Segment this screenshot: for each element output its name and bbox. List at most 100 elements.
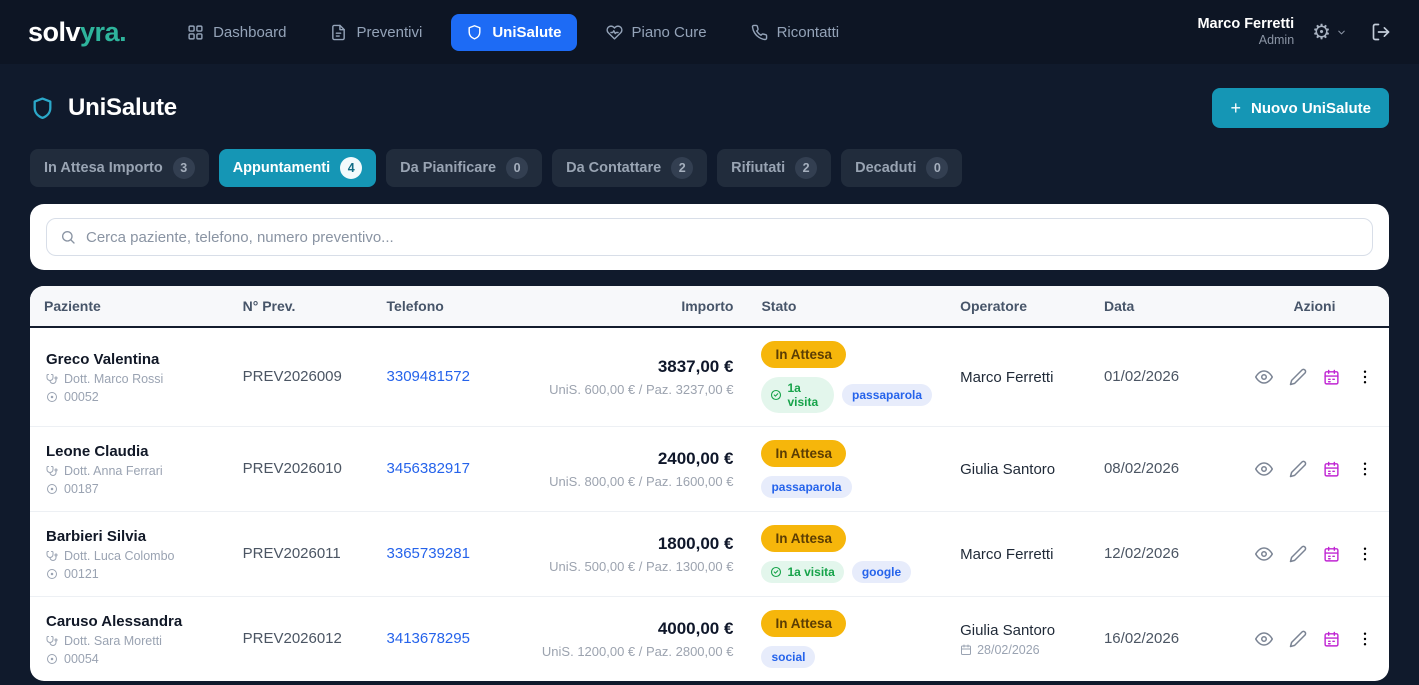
preventivo-number: PREV2026011 (242, 545, 341, 562)
circle-dot-icon (46, 483, 58, 495)
tab-count-badge: 0 (506, 157, 529, 179)
page-title-wrap: UniSalute (30, 94, 177, 122)
tab-label: Appuntamenti (232, 160, 331, 176)
operator-name: Giulia Santoro (960, 621, 1056, 639)
amount-split: UniS. 600,00 € / Paz. 3237,00 € (549, 382, 734, 397)
tab-label: Da Pianificare (400, 160, 497, 176)
patient-name: Leone Claudia (46, 442, 149, 460)
visit-badge: 1a visita (761, 377, 835, 413)
more-button[interactable] (1356, 460, 1374, 478)
nav-item-piano-cure[interactable]: Piano Cure (591, 14, 722, 51)
patient-code: 00052 (64, 389, 99, 404)
nav-item-label: Piano Cure (631, 23, 707, 41)
edit-button[interactable] (1289, 545, 1307, 563)
edit-button[interactable] (1289, 460, 1307, 478)
logout-button[interactable] (1371, 22, 1391, 42)
more-button[interactable] (1356, 368, 1374, 386)
heart-pulse-icon (605, 24, 623, 41)
schedule-button[interactable] (1323, 369, 1340, 386)
gear-icon: ⚙ (1312, 20, 1331, 44)
nav-item-ricontatti[interactable]: Ricontatti (736, 14, 855, 51)
schedule-button[interactable] (1323, 546, 1340, 563)
tab-count-badge: 2 (671, 157, 694, 179)
new-unisalute-button[interactable]: + Nuovo UniSalute (1212, 88, 1389, 128)
view-button[interactable] (1254, 545, 1273, 563)
amount-split: UniS. 800,00 € / Paz. 1600,00 € (549, 474, 734, 489)
phone-link[interactable]: 3413678295 (386, 630, 470, 647)
appointment-date: 01/02/2026 (1103, 368, 1180, 385)
nav-item-preventivi[interactable]: Preventivi (315, 14, 437, 51)
schedule-button[interactable] (1323, 461, 1340, 478)
amount-total: 3837,00 € (657, 357, 734, 376)
status-badge: In Attesa (761, 440, 846, 467)
visit-badge: 1a visita (761, 561, 844, 583)
operator-name: Marco Ferretti (960, 545, 1054, 563)
more-button[interactable] (1356, 630, 1374, 648)
source-badge: passaparola (761, 476, 852, 498)
tab-label: Da Contattare (566, 160, 662, 176)
brand-logo-primary: solv (28, 16, 81, 47)
logout-icon (1371, 22, 1391, 42)
amount-split: UniS. 1200,00 € / Paz. 2800,00 € (541, 644, 734, 659)
source-badge: social (761, 646, 816, 668)
tab-appuntamenti[interactable]: Appuntamenti 4 (218, 149, 377, 187)
table-header-row: Paziente N° Prev. Telefono Importo Stato… (30, 286, 1389, 328)
nav-item-dashboard[interactable]: Dashboard (172, 14, 301, 51)
nav-item-unisalute[interactable]: UniSalute (451, 13, 577, 51)
col-header-stato: Stato (747, 286, 947, 328)
amount-split: UniS. 500,00 € / Paz. 1300,00 € (549, 559, 734, 574)
tab-label: In Attesa Importo (44, 160, 163, 176)
top-navbar: solvyra. Dashboard Preventivi UniSalute … (0, 0, 1419, 64)
phone-link[interactable]: 3456382917 (386, 460, 470, 477)
operator-note: 28/02/2026 (960, 643, 1076, 657)
stethoscope-icon (46, 465, 58, 477)
main-content: UniSalute + Nuovo UniSalute In Attesa Im… (0, 64, 1419, 681)
visit-label: 1a visita (787, 381, 819, 409)
search-icon (60, 229, 76, 245)
preventivo-number: PREV2026010 (242, 460, 342, 477)
page-title: UniSalute (68, 94, 177, 121)
tab-decaduti[interactable]: Decaduti 0 (841, 149, 963, 187)
patients-table: Paziente N° Prev. Telefono Importo Stato… (30, 286, 1389, 681)
row-actions (1254, 460, 1375, 478)
tab-da-pianificare[interactable]: Da Pianificare 0 (386, 149, 543, 187)
tab-rifiutati[interactable]: Rifiutati 2 (717, 149, 832, 187)
col-header-paziente: Paziente (30, 286, 229, 328)
shield-icon (466, 24, 483, 41)
amount-total: 4000,00 € (657, 619, 734, 638)
eye-icon (1254, 632, 1273, 646)
col-header-data: Data (1089, 286, 1240, 328)
page-header: UniSalute + Nuovo UniSalute (30, 88, 1389, 128)
patient-code: 00187 (64, 481, 99, 496)
settings-button[interactable]: ⚙ (1312, 22, 1347, 43)
view-button[interactable] (1254, 630, 1273, 648)
view-button[interactable] (1254, 368, 1273, 386)
calendar-icon (1324, 369, 1339, 385)
row-actions (1254, 545, 1375, 563)
schedule-button[interactable] (1323, 631, 1340, 648)
phone-link[interactable]: 3365739281 (386, 545, 470, 562)
preventivo-number: PREV2026009 (242, 368, 342, 385)
visit-label: 1a visita (787, 565, 835, 579)
tab-in-attesa-importo[interactable]: In Attesa Importo 3 (30, 149, 209, 187)
edit-button[interactable] (1289, 630, 1307, 648)
kebab-icon (1363, 370, 1367, 384)
stethoscope-icon (46, 635, 58, 647)
user-info: Marco Ferretti Admin (1197, 15, 1294, 49)
patient-name: Caruso Alessandra (46, 612, 183, 630)
tab-da-contattare[interactable]: Da Contattare 2 (552, 149, 708, 187)
check-circle-icon (770, 389, 782, 401)
more-button[interactable] (1356, 545, 1374, 563)
patient-name: Greco Valentina (46, 350, 160, 368)
kebab-icon (1363, 547, 1367, 561)
view-button[interactable] (1254, 460, 1273, 478)
col-header-azioni: Azioni (1239, 286, 1389, 328)
phone-link[interactable]: 3309481572 (386, 368, 470, 385)
filter-tabs: In Attesa Importo 3 Appuntamenti 4 Da Pi… (30, 149, 1389, 187)
search-input[interactable] (86, 228, 1359, 246)
calendar-icon (1324, 546, 1339, 562)
edit-button[interactable] (1289, 368, 1307, 386)
brand-logo-accent: yra. (80, 16, 127, 47)
status-badge: In Attesa (761, 610, 846, 637)
eye-icon (1254, 462, 1273, 476)
